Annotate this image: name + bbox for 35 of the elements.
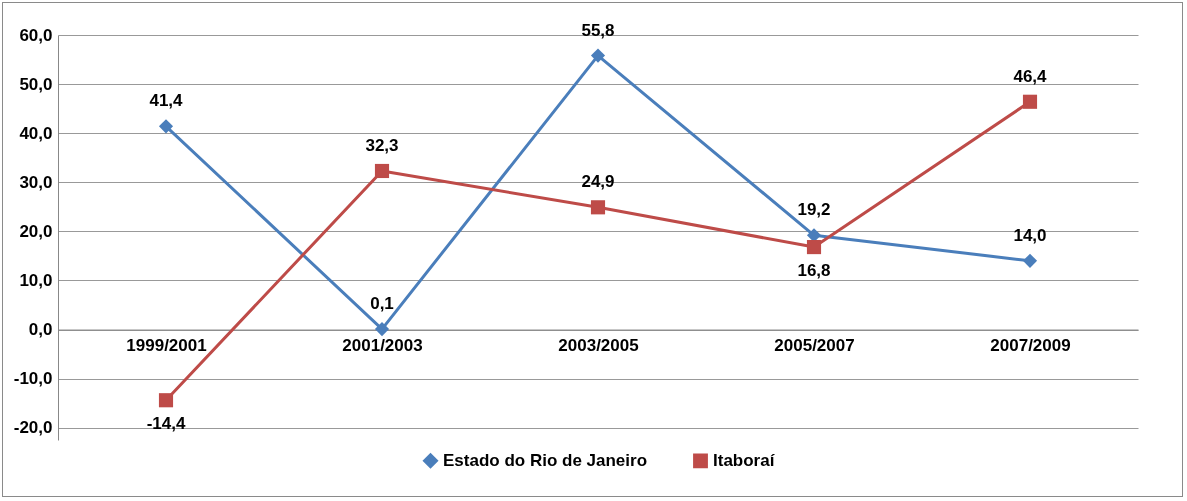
data-label: 0,1 — [370, 294, 394, 314]
legend-label: Itaboraí — [713, 450, 776, 470]
y-tick-label: 20,0 — [19, 221, 53, 241]
data-label: 16,8 — [797, 261, 831, 281]
y-tick-label: 10,0 — [19, 270, 53, 290]
point — [1022, 253, 1038, 268]
point — [374, 321, 390, 337]
y-tick-label: -10,0 — [13, 369, 53, 389]
y-tick-label: -20,0 — [13, 418, 53, 438]
x-tick-label: 1999/2001 — [126, 336, 207, 356]
x-tick-label: 2001/2003 — [342, 336, 423, 356]
point — [590, 48, 606, 63]
y-tick-label: 60,0 — [19, 25, 53, 45]
data-label: 14,0 — [1013, 225, 1047, 245]
x-tick-label: 2005/2007 — [774, 336, 855, 356]
x-tick-label: 2003/2005 — [558, 336, 639, 356]
data-label: 41,4 — [149, 91, 184, 111]
y-tick-label: 30,0 — [19, 172, 53, 192]
y-tick-label: 0,0 — [28, 320, 53, 340]
data-label: 46,4 — [1013, 66, 1048, 86]
y-tick-label: 50,0 — [19, 74, 53, 94]
x-tick-label: 2007/2009 — [990, 336, 1071, 356]
y-tick-label: 40,0 — [19, 123, 53, 143]
point — [806, 240, 822, 255]
data-label: 24,9 — [581, 172, 615, 192]
data-label: 55,8 — [581, 20, 615, 40]
point — [590, 200, 606, 215]
data-label: -14,4 — [146, 414, 186, 434]
point — [374, 163, 390, 179]
point — [158, 119, 174, 134]
data-label: 32,3 — [365, 135, 399, 155]
point — [158, 393, 174, 408]
data-label: 19,2 — [797, 200, 831, 220]
point — [1022, 94, 1038, 109]
legend-label: Estado do Rio de Janeiro — [443, 450, 648, 470]
